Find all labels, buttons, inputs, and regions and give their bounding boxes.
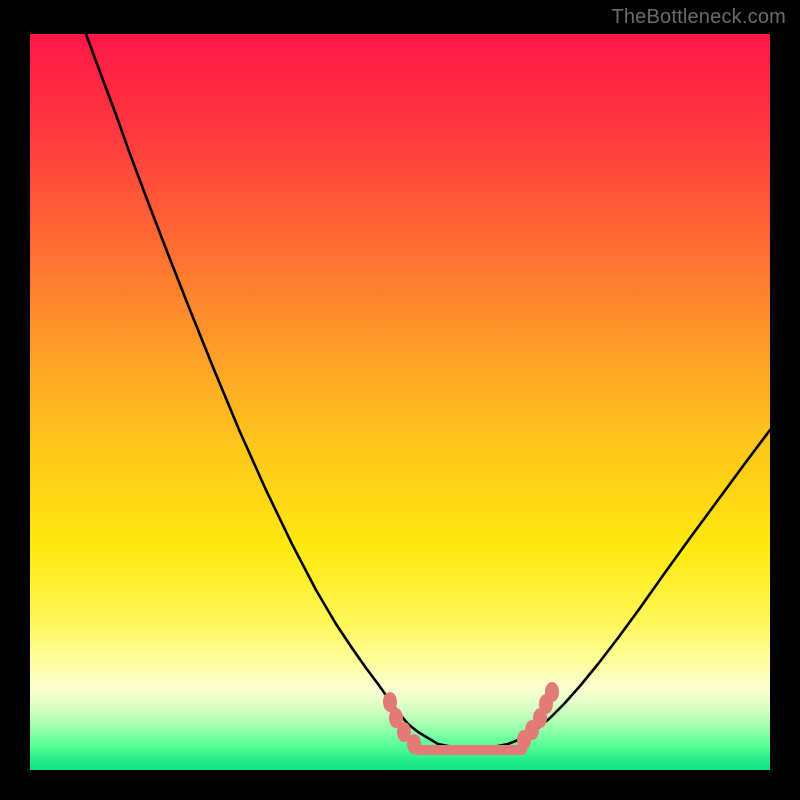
watermark-text: TheBottleneck.com bbox=[611, 6, 786, 29]
chart-svg bbox=[30, 34, 770, 770]
gradient-background bbox=[30, 34, 770, 770]
shoulder-marker bbox=[545, 682, 559, 702]
chart-frame: TheBottleneck.com bbox=[0, 0, 800, 800]
plot-area bbox=[30, 34, 770, 770]
shoulder-marker bbox=[407, 734, 421, 754]
